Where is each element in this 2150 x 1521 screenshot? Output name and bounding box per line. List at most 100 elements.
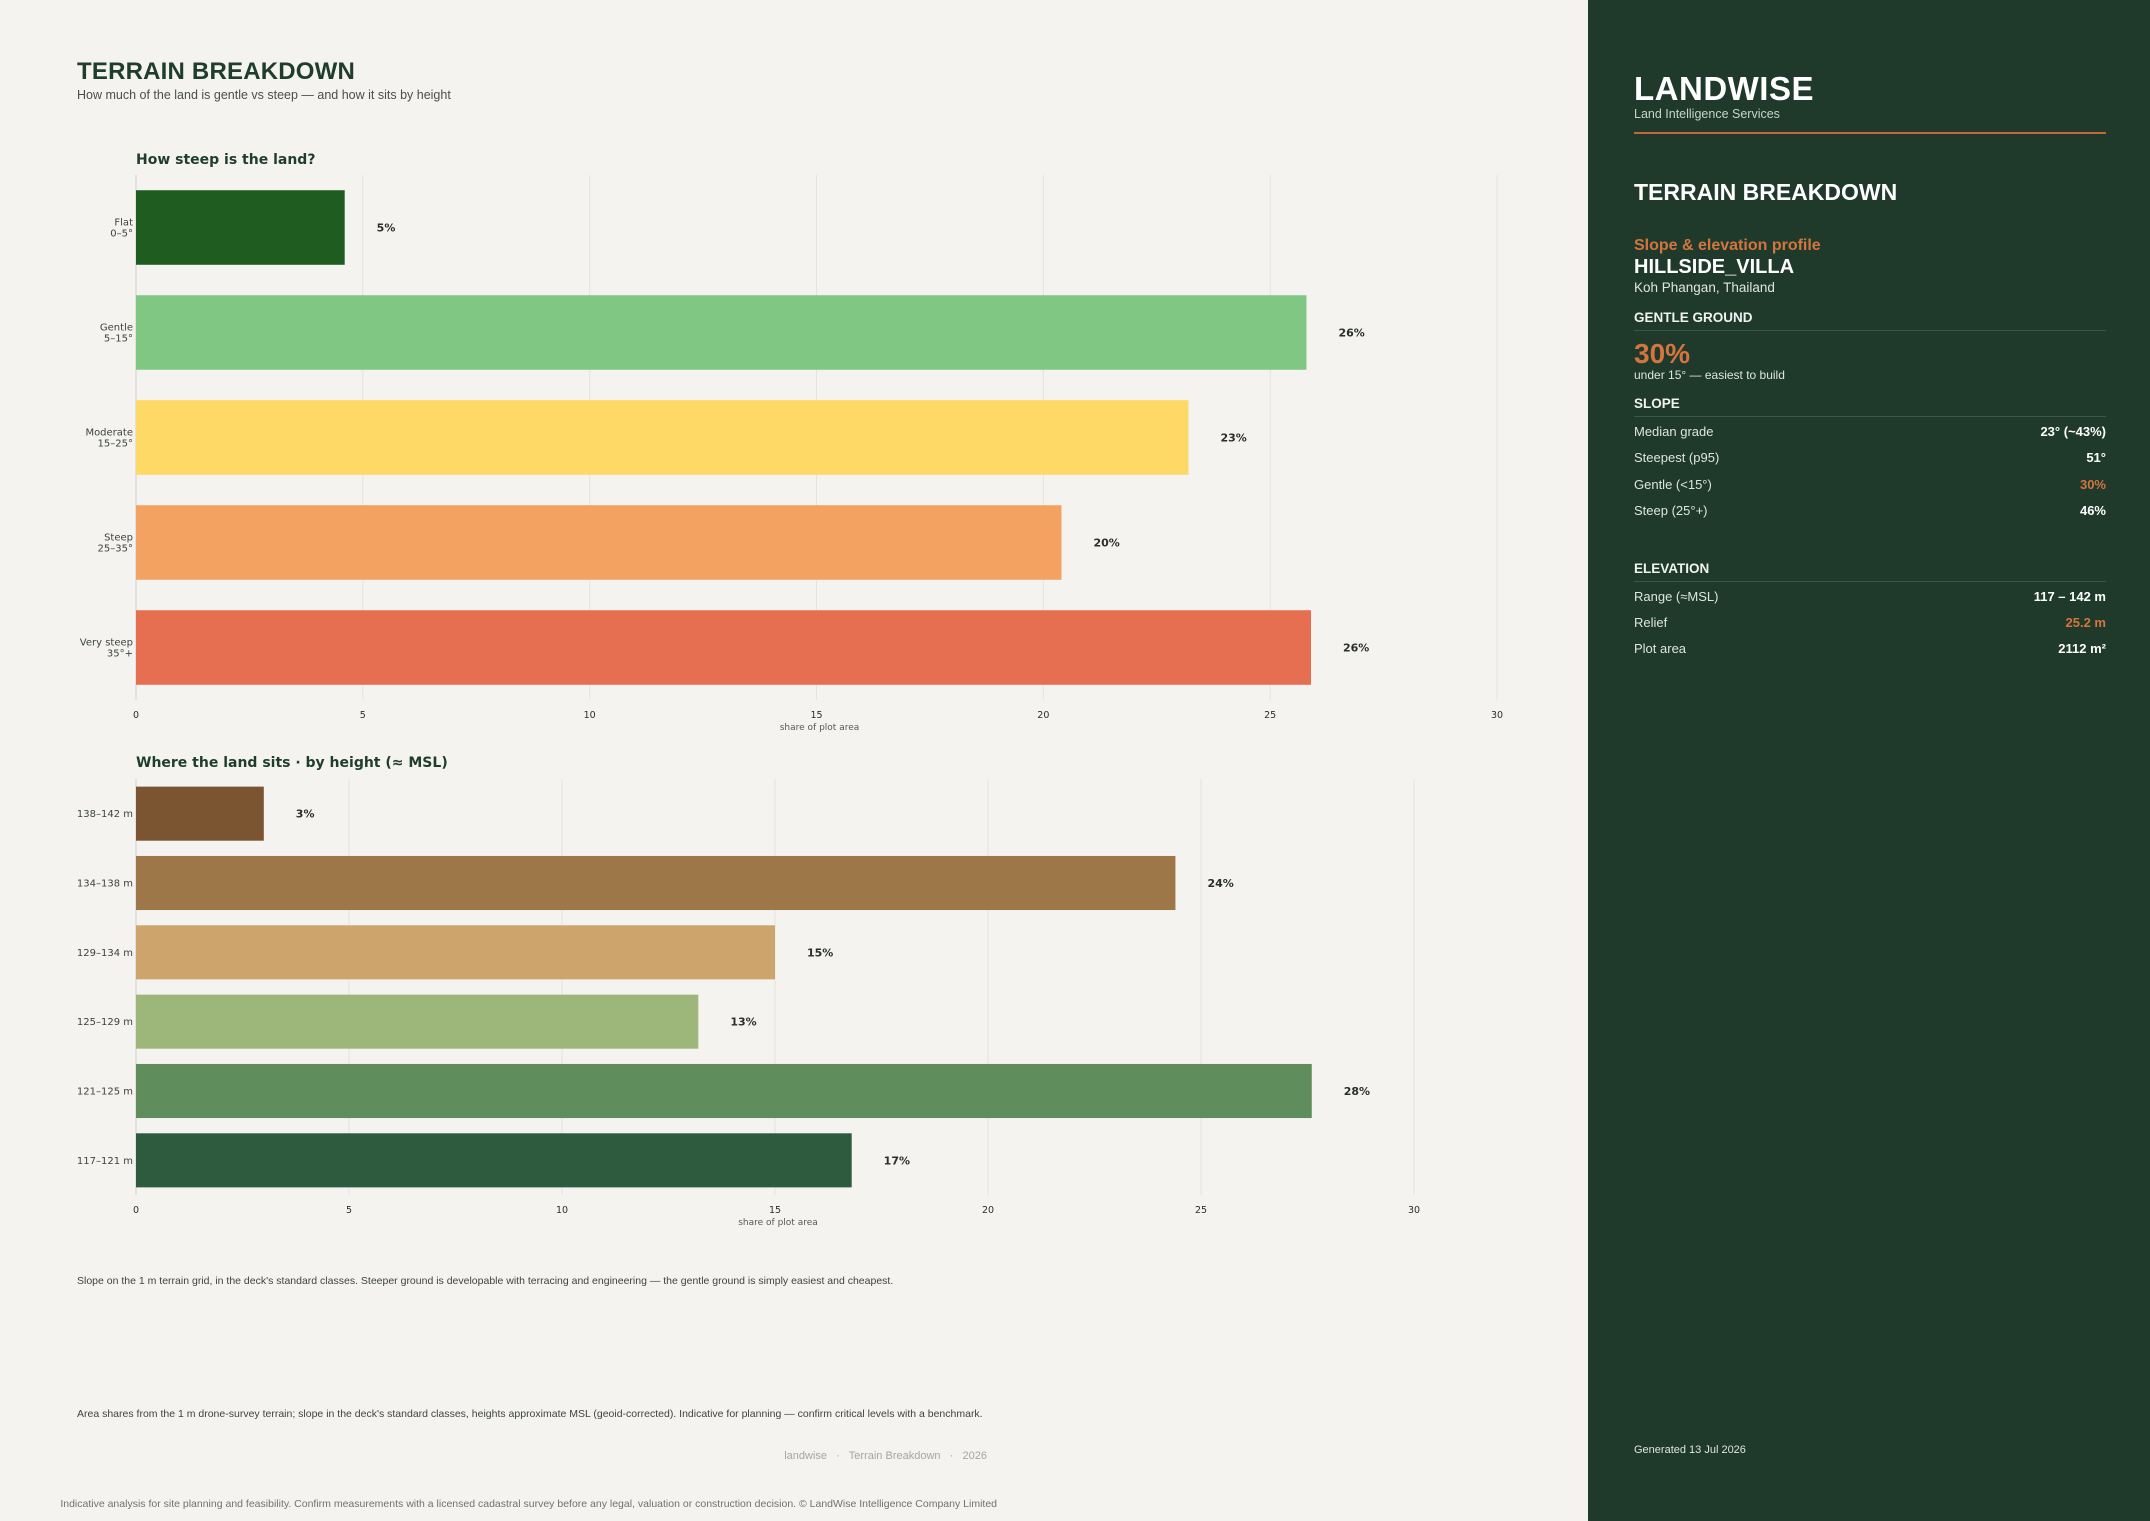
site-name: HILLSIDE_VILLA <box>1634 256 1795 278</box>
bar <box>136 1133 852 1188</box>
bar <box>136 610 1311 685</box>
bar <box>136 925 775 980</box>
stat-row: Steepest (p95) 51° <box>1634 450 2106 470</box>
x-axis-label: share of plot area <box>738 1218 818 1228</box>
x-tick-label: 25 <box>1264 710 1276 721</box>
disclaimer: Indicative analysis for site planning an… <box>60 1498 997 1510</box>
bar-value-label: 28% <box>1344 1085 1370 1098</box>
bar <box>136 994 699 1049</box>
category-label: Gentle <box>100 323 133 334</box>
category-label: Moderate <box>85 428 133 439</box>
category-label: 134–138 m <box>77 879 133 890</box>
bar <box>136 786 264 841</box>
bar-value-label: 17% <box>884 1154 910 1167</box>
main-panel: TERRAIN BREAKDOWN How much of the land i… <box>60 58 1503 1510</box>
generated-date: Generated 13 Jul 2026 <box>1634 1444 1746 1456</box>
category-label: Very steep <box>80 638 133 649</box>
x-axis-label: share of plot area <box>780 723 860 733</box>
bar-value-label: 24% <box>1207 877 1233 890</box>
source-note: Area shares from the 1 m drone-survey te… <box>77 1408 983 1420</box>
elevation-chart-title: Where the land sits · by height (≈ MSL) <box>136 755 448 771</box>
slope-note: Slope on the 1 m terrain grid, in the de… <box>77 1275 894 1287</box>
stat-value: 23° (~43%) <box>2040 424 2106 439</box>
elevation-chart: 3% 138–142 m 24% 134–138 m 15% 129–134 m 13% 12… <box>77 779 1420 1228</box>
bar <box>136 505 1062 580</box>
stat-row: Plot area 2112 m² <box>1634 641 2106 661</box>
x-tick-label: 5 <box>346 1205 352 1216</box>
elevation-heading: ELEVATION <box>1634 561 2106 582</box>
bar-value-label: 26% <box>1338 327 1364 340</box>
brand-subtitle: Land Intelligence Services <box>1634 107 1780 121</box>
category-label: 35°+ <box>107 649 133 660</box>
slope-chart-title: How steep is the land? <box>136 152 316 168</box>
category-label: 129–134 m <box>77 948 133 959</box>
slope-heading: SLOPE <box>1634 396 2106 417</box>
category-label: 117–121 m <box>77 1156 133 1167</box>
category-label: 125–129 m <box>77 1017 133 1028</box>
bar <box>136 855 1176 911</box>
site-location: Koh Phangan, Thailand <box>1634 280 1775 295</box>
sidebar-title: TERRAIN BREAKDOWN <box>1634 179 1898 205</box>
x-tick-label: 0 <box>133 710 139 721</box>
stat-value: 30% <box>2079 477 2106 492</box>
page-title: TERRAIN BREAKDOWN <box>77 58 356 85</box>
stat-label: Gentle (<15°) <box>1634 477 1712 492</box>
stat-label: Steepest (p95) <box>1634 450 1720 465</box>
stat-label: Steep (25°+) <box>1634 503 1708 518</box>
stat-row: Range (≈MSL) 117 – 142 m <box>1634 589 2106 609</box>
x-tick-label: 10 <box>584 710 596 721</box>
category-label: 15–25° <box>98 439 133 450</box>
category-label: 25–35° <box>98 544 133 555</box>
x-tick-label: 15 <box>769 1205 781 1216</box>
stat-value: 117 – 142 m <box>2033 589 2106 604</box>
page-subtitle: How much of the land is gentle vs steep … <box>77 88 451 102</box>
x-tick-label: 0 <box>133 1205 139 1216</box>
x-tick-label: 25 <box>1195 1205 1207 1216</box>
stat-label: Median grade <box>1634 424 1714 439</box>
stat-label: Relief <box>1634 615 1668 630</box>
bar <box>136 295 1307 370</box>
bar <box>136 190 345 265</box>
category-label: 121–125 m <box>77 1087 133 1098</box>
stat-value: 46% <box>2079 503 2106 518</box>
stat-row: Gentle (<15°) 30% <box>1634 477 2106 497</box>
gentle-ground-note: under 15° — easiest to build <box>1634 368 1785 382</box>
sidebar-kicker: Slope & elevation profile <box>1634 237 1821 254</box>
bar-value-label: 15% <box>807 946 833 959</box>
stat-value: 25.2 m <box>2065 615 2106 630</box>
brand-divider <box>1634 132 2106 134</box>
x-tick-label: 20 <box>982 1205 994 1216</box>
bar-value-label: 3% <box>296 808 315 821</box>
brand-logo: LANDWISE <box>1634 70 1814 107</box>
bar-value-label: 20% <box>1093 537 1119 550</box>
footer-trail: landwise · Terrain Breakdown · 2026 <box>784 1450 987 1462</box>
x-tick-label: 10 <box>556 1205 568 1216</box>
gentle-ground-heading: GENTLE GROUND <box>1634 310 2106 331</box>
stat-value: 51° <box>2086 450 2106 465</box>
bar-value-label: 13% <box>730 1016 756 1029</box>
stat-value: 2112 m² <box>2058 641 2106 656</box>
bar <box>136 1063 1312 1119</box>
gentle-ground-value: 30% <box>1634 338 1691 369</box>
x-tick-label: 5 <box>360 710 366 721</box>
bar <box>136 400 1189 475</box>
category-label: Flat <box>114 218 133 229</box>
bar-value-label: 26% <box>1343 642 1369 655</box>
stat-row: Median grade 23° (~43%) <box>1634 424 2106 444</box>
category-label: 138–142 m <box>77 809 133 820</box>
bar-value-label: 5% <box>377 222 396 235</box>
x-tick-label: 20 <box>1037 710 1049 721</box>
category-label: 5–15° <box>104 334 133 345</box>
category-label: 0–5° <box>110 229 133 240</box>
x-tick-label: 30 <box>1491 710 1503 721</box>
stat-row: Relief 25.2 m <box>1634 615 2106 635</box>
x-tick-label: 15 <box>810 710 822 721</box>
sidebar: LANDWISE Land Intelligence Services TERR… <box>1588 0 2150 1521</box>
bar-value-label: 23% <box>1221 432 1247 445</box>
stat-row: Steep (25°+) 46% <box>1634 503 2106 523</box>
category-label: Steep <box>104 533 133 544</box>
stat-label: Plot area <box>1634 641 1687 656</box>
stat-label: Range (≈MSL) <box>1634 589 1719 604</box>
x-tick-label: 30 <box>1408 1205 1420 1216</box>
